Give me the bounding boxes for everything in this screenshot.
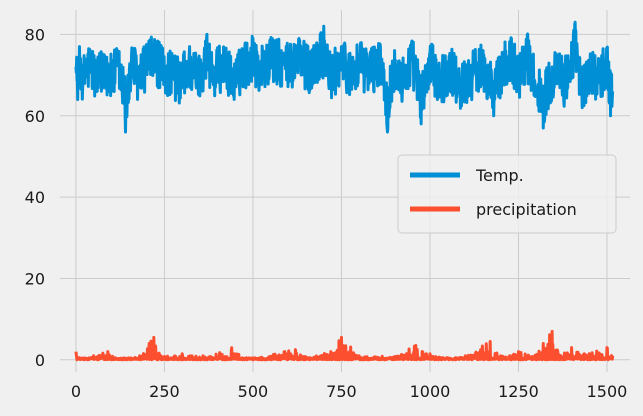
x-tick-label: 500	[238, 382, 269, 401]
y-tick-label: 40	[25, 188, 45, 207]
legend-label: precipitation	[476, 200, 577, 219]
x-tick-label: 1500	[587, 382, 628, 401]
series-group	[74, 20, 615, 362]
x-tick-label: 250	[149, 382, 180, 401]
tick-labels: 0 250 500 750 1000 1250 1500 0 20 40 60 80	[25, 25, 628, 401]
x-tick-label: 1250	[498, 382, 539, 401]
legend-label: Temp.	[475, 166, 524, 185]
x-tick-label: 0	[71, 382, 81, 401]
series-line-precipitation	[74, 329, 615, 362]
legend[interactable]: Temp. precipitation	[397, 154, 617, 234]
x-tick-label: 1000	[410, 382, 451, 401]
y-tick-label: 60	[25, 107, 45, 126]
y-tick-label: 20	[25, 269, 45, 288]
y-tick-label: 80	[25, 25, 45, 44]
series-line-temp	[74, 20, 615, 134]
y-tick-label: 0	[35, 351, 45, 370]
x-tick-label: 750	[326, 382, 357, 401]
